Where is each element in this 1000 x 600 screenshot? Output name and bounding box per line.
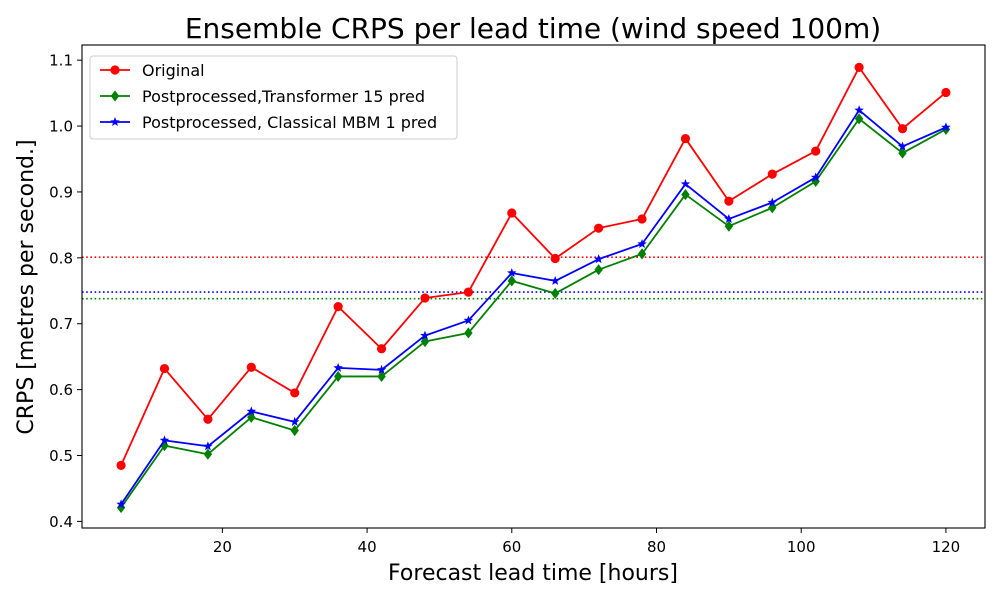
- data-point-original: [463, 287, 473, 297]
- y-tick-label: 0.9: [49, 183, 73, 201]
- legend-box: [89, 55, 458, 140]
- data-point-transformer: [637, 248, 647, 260]
- data-point-classical-mbm: [463, 315, 474, 325]
- series-line-original: [120, 66, 947, 466]
- legend: Original Postprocessed,Transformer 15 pre…: [89, 55, 458, 140]
- data-point-original: [246, 362, 256, 372]
- series-line-transformer: [120, 117, 947, 509]
- data-point-classical-mbm: [246, 406, 257, 416]
- data-point-original: [897, 124, 908, 134]
- series-layer: [116, 62, 951, 514]
- x-tick-label: 40: [358, 538, 377, 556]
- data-point-classical-mbm: [854, 105, 864, 115]
- reference-lines: [82, 256, 985, 300]
- data-point-original: [680, 133, 691, 144]
- series-original: [116, 62, 951, 471]
- data-point-classical-mbm: [376, 364, 387, 374]
- y-tick-label: 1.1: [49, 52, 73, 70]
- series-classical-mbm: [116, 105, 951, 509]
- chart-title: Ensemble CRPS per lead time (wind speed …: [185, 12, 881, 45]
- legend-item-classical-mbm: Postprocessed, Classical MBM 1 pred: [100, 113, 437, 132]
- data-point-transformer: [116, 501, 126, 514]
- data-point-classical-mbm: [680, 179, 691, 189]
- data-point-original: [811, 146, 821, 156]
- x-tick-label: 20: [213, 538, 232, 556]
- data-point-original: [420, 293, 430, 303]
- data-point-classical-mbm: [767, 197, 778, 207]
- legend-label: Original: [142, 61, 205, 80]
- data-point-classical-mbm: [550, 275, 560, 285]
- data-point-original: [854, 62, 864, 73]
- data-point-original: [637, 214, 647, 224]
- data-point-classical-mbm: [420, 330, 430, 340]
- data-point-transformer: [203, 448, 213, 460]
- y-tick-label: 0.6: [49, 381, 73, 399]
- data-point-original: [550, 253, 560, 264]
- data-point-original: [507, 208, 517, 218]
- data-point-original: [767, 169, 777, 179]
- series-line-classical-mbm: [120, 109, 947, 505]
- data-point-classical-mbm: [116, 499, 126, 509]
- x-tick-label: 120: [932, 538, 961, 556]
- data-point-original: [203, 414, 213, 424]
- data-point-classical-mbm: [289, 416, 300, 426]
- y-tick-label: 0.5: [49, 447, 73, 465]
- data-point-original: [159, 363, 170, 374]
- data-point-classical-mbm: [593, 254, 604, 264]
- legend-item-original: Original: [100, 61, 205, 80]
- data-point-transformer: [377, 370, 386, 383]
- data-point-original: [376, 344, 387, 354]
- data-point-transformer: [551, 287, 560, 300]
- data-point-classical-mbm: [810, 172, 821, 182]
- data-point-transformer: [464, 327, 473, 339]
- data-point-classical-mbm: [724, 213, 734, 223]
- x-axis-title: Forecast lead time [hours]: [388, 561, 678, 586]
- data-point-original: [116, 460, 126, 471]
- plot-frame: [81, 44, 986, 529]
- y-tick-label: 0.8: [49, 249, 73, 267]
- x-tick-label: 100: [787, 538, 816, 556]
- data-point-transformer: [160, 440, 169, 452]
- series-transformer: [116, 113, 951, 514]
- data-point-classical-mbm: [159, 435, 170, 445]
- data-point-transformer: [724, 220, 734, 232]
- legend-label: Postprocessed,Transformer 15 pred: [142, 87, 425, 106]
- y-tick-label: 1.0: [49, 118, 73, 136]
- y-axis-title: CRPS [metres per second.]: [14, 139, 39, 434]
- y-tick-label: 0.7: [49, 315, 73, 333]
- data-point-classical-mbm: [941, 122, 951, 132]
- legend-label: Postprocessed, Classical MBM 1 pred: [142, 113, 437, 132]
- data-point-transformer: [333, 370, 343, 383]
- data-point-original: [941, 87, 951, 98]
- data-point-classical-mbm: [897, 141, 908, 151]
- data-point-transformer: [681, 188, 690, 201]
- legend-marker: [110, 65, 120, 75]
- legend-item-transformer: Postprocessed,Transformer 15 pred: [100, 87, 425, 106]
- data-point-original: [594, 223, 604, 233]
- data-point-classical-mbm: [203, 441, 213, 451]
- data-point-transformer: [854, 113, 864, 125]
- data-point-classical-mbm: [507, 267, 517, 278]
- data-point-transformer: [290, 424, 299, 437]
- data-point-transformer: [898, 147, 907, 159]
- axes: 20 40 60 80 100 120 0.4 0.5 0.6 0.7 0.8 0.9 1.0 1.1: [49, 44, 986, 556]
- data-point-classical-mbm: [637, 239, 647, 249]
- x-tick-label: 80: [647, 538, 666, 556]
- data-point-original: [724, 196, 734, 206]
- data-point-original: [290, 388, 300, 398]
- x-tick-label: 60: [502, 538, 521, 556]
- data-point-original: [333, 301, 343, 312]
- data-point-transformer: [594, 264, 603, 276]
- legend-marker: [110, 117, 120, 127]
- data-point-classical-mbm: [333, 362, 343, 372]
- y-tick-label: 0.4: [49, 513, 73, 531]
- data-point-transformer: [507, 275, 516, 287]
- legend-marker: [110, 90, 120, 102]
